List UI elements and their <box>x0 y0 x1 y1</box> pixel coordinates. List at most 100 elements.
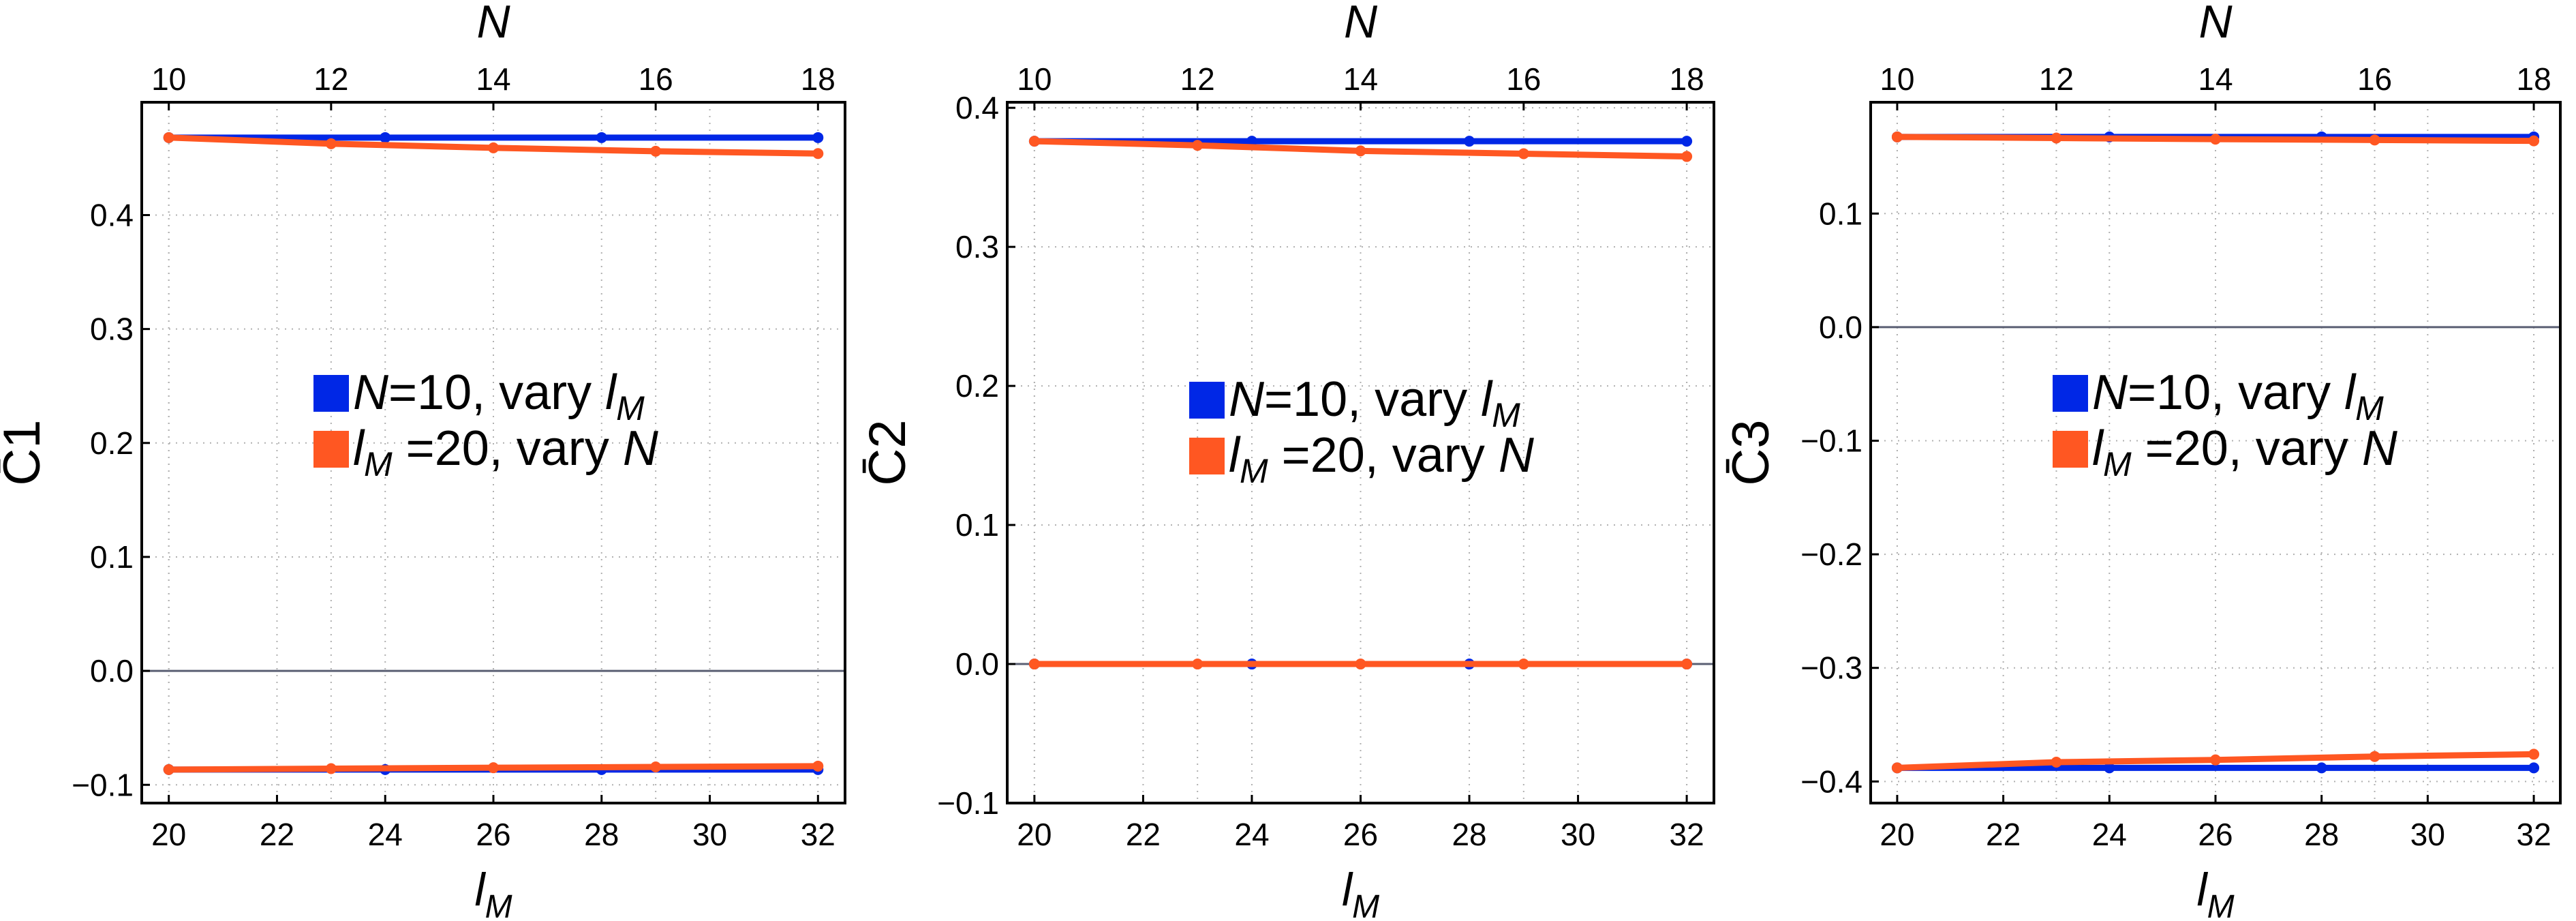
legend-italic: N <box>2362 421 2398 476</box>
legend-sub: M <box>1240 452 1268 490</box>
x-axis-label-sub: M <box>1352 889 1379 921</box>
legend-label-1: N=10, vary lM <box>1229 372 1520 434</box>
y-axis-label-text: C̄2 <box>859 419 917 485</box>
x-tick-label: 24 <box>2092 817 2127 852</box>
data-point-series-4 <box>1891 762 1903 774</box>
legend-italic: l <box>1481 372 1493 427</box>
x2-tick-label: 18 <box>2516 61 2551 97</box>
x-tick-label: 32 <box>1670 817 1704 852</box>
legend-swatch-1 <box>2053 375 2088 412</box>
data-point-series-1 <box>1681 136 1693 147</box>
y-tick-label: 0.2 <box>955 368 999 404</box>
x2-tick-label: 16 <box>2357 61 2392 97</box>
x-tick-label: 24 <box>1234 817 1269 852</box>
data-point-series-3 <box>2316 762 2327 774</box>
data-point-series-2 <box>1681 151 1693 162</box>
y-tick-label: 0.1 <box>955 507 999 543</box>
legend-text: =20, vary <box>1268 428 1499 483</box>
x2-tick-label: 10 <box>151 61 186 97</box>
data-point-series-2 <box>163 132 174 143</box>
legend-text: =20, vary <box>2132 421 2362 476</box>
legend-italic: N <box>353 365 389 420</box>
y-tick-label: −0.1 <box>72 767 134 802</box>
legend-text: =10, vary <box>2128 365 2344 420</box>
y-tick-label: 0.1 <box>1819 196 1862 231</box>
x2-tick-label: 16 <box>1506 61 1541 97</box>
x-tick-label: 28 <box>1452 817 1486 852</box>
x2-tick-label: 12 <box>313 61 348 97</box>
legend-text: =10, vary <box>1264 372 1481 427</box>
y-tick-label: 0.4 <box>90 197 134 232</box>
x-tick-label: 28 <box>584 817 619 852</box>
data-point-series-4 <box>488 762 499 774</box>
data-point-series-3 <box>2528 762 2540 774</box>
data-point-series-2 <box>2369 134 2380 146</box>
x-tick-label: 30 <box>2410 817 2445 852</box>
x2-axis-label: N <box>476 0 510 48</box>
legend-italic: l <box>2344 365 2357 420</box>
legend-sub: M <box>364 445 393 483</box>
data-point-series-2 <box>1891 131 1903 142</box>
data-point-series-1 <box>812 132 824 143</box>
x-tick-label: 26 <box>476 817 510 852</box>
x-tick-label: 22 <box>1986 817 2021 852</box>
legend-swatch-2 <box>1189 438 1225 474</box>
y-axis-label-text: C̄3 <box>1722 419 1780 485</box>
x2-axis-label: N <box>2198 0 2233 48</box>
data-point-series-4 <box>1192 659 1203 670</box>
legend-sub: M <box>2355 389 2384 427</box>
x-axis-label-base: l <box>2196 864 2208 916</box>
panel-1: 20 22 24 26 28 30 32 10 12 14 16 18 −0.1 0.0 0.1 0.2 0.3… <box>0 0 846 921</box>
y-tick-label: −0.4 <box>1800 764 1862 799</box>
y-tick-label: 0.2 <box>90 425 134 461</box>
y-tick-label: 0.0 <box>955 646 999 682</box>
data-point-series-4 <box>1028 659 1040 670</box>
x-tick-label: 30 <box>1561 817 1595 852</box>
data-point-series-2 <box>488 142 499 153</box>
data-point-series-4 <box>1518 659 1529 670</box>
data-point-series-2 <box>650 145 662 157</box>
x2-tick-label: 10 <box>1880 61 1914 97</box>
x2-tick-label: 14 <box>1343 61 1378 97</box>
data-point-series-2 <box>2528 135 2540 147</box>
x2-tick-label: 18 <box>801 61 835 97</box>
x2-tick-label: 14 <box>2198 61 2233 97</box>
data-point-series-2 <box>812 148 824 160</box>
data-point-series-1 <box>1246 136 1257 147</box>
legend-italic: N <box>623 421 659 476</box>
y-tick-label: −0.2 <box>1800 537 1862 572</box>
y-tick-label: 0.3 <box>955 229 999 265</box>
x2-tick-label: 12 <box>2039 61 2074 97</box>
legend-label-1: N=10, vary lM <box>353 365 645 427</box>
data-point-series-4 <box>1681 659 1693 670</box>
legend-italic: N <box>1229 372 1265 427</box>
data-point-series-2 <box>1192 140 1203 151</box>
legend-italic: l <box>353 421 365 476</box>
x2-tick-label: 10 <box>1017 61 1052 97</box>
data-point-series-1 <box>1464 136 1475 147</box>
data-point-series-4 <box>2528 749 2540 760</box>
y-tick-label: 0.4 <box>955 90 999 125</box>
legend-sub: M <box>2103 445 2132 483</box>
x-axis-label-sub: M <box>485 889 512 921</box>
data-point-series-4 <box>163 764 174 775</box>
x-axis-label: lM <box>2196 864 2234 921</box>
data-point-series-4 <box>812 760 824 772</box>
data-point-series-3 <box>2104 762 2115 774</box>
data-point-series-4 <box>2051 757 2062 768</box>
x-axis-label-base: l <box>1342 864 1353 916</box>
y-axis-label-text: C̄1 <box>0 419 51 485</box>
legend-italic: N <box>1499 428 1535 483</box>
legend-label-2: lM =20, vary N <box>353 421 659 483</box>
data-point-series-2 <box>2210 134 2221 145</box>
x-tick-label: 20 <box>1880 817 1914 852</box>
data-point-series-4 <box>650 761 662 773</box>
legend-label-1: N=10, vary lM <box>2092 365 2384 427</box>
x-axis-label: lM <box>1342 864 1379 921</box>
x-axis-label-sub: M <box>2207 889 2235 921</box>
x2-axis-label: N <box>1344 0 1378 48</box>
legend-swatch-2 <box>313 431 349 468</box>
y-tick-label: −0.1 <box>937 785 999 821</box>
x-tick-label: 20 <box>1017 817 1052 852</box>
